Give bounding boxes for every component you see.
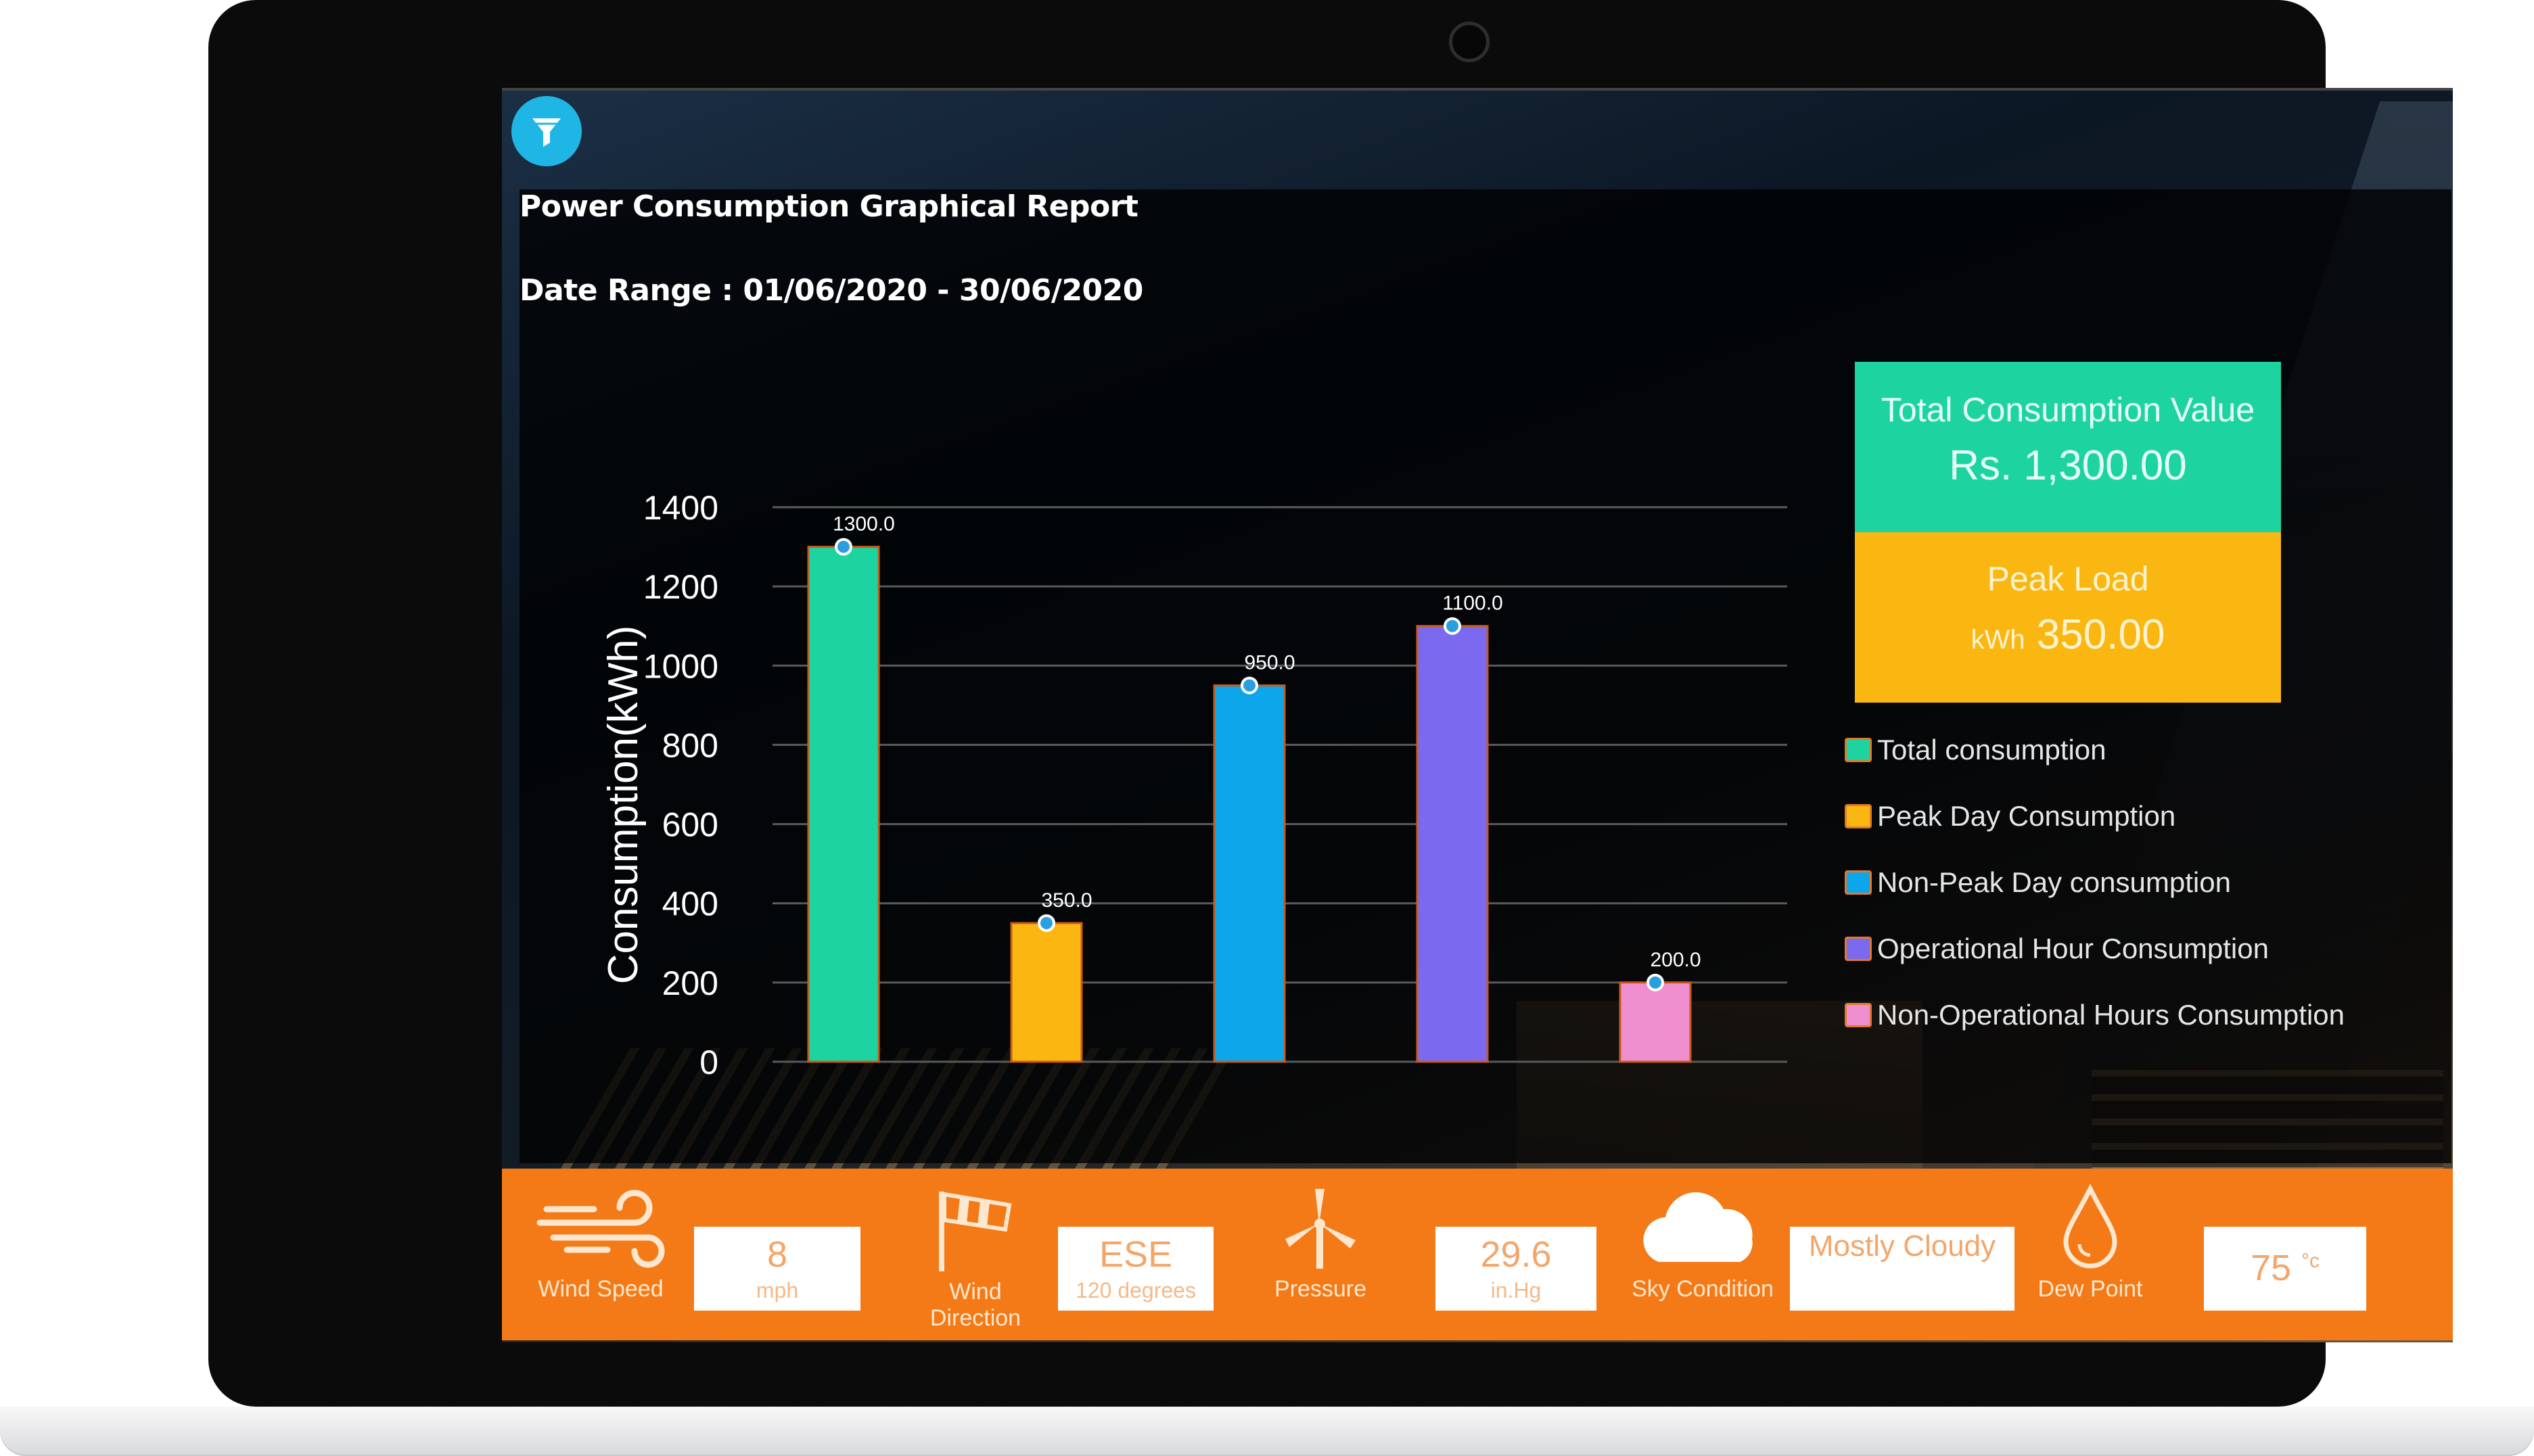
wind-icon — [536, 1190, 665, 1268]
y-tick-label: 200 — [662, 964, 718, 1002]
sky-condition-box: Mostly Cloudy — [1790, 1227, 2014, 1311]
dew-point-label: Dew Point — [2037, 1276, 2143, 1302]
bar — [1213, 684, 1286, 1063]
bar — [1010, 922, 1083, 1063]
data-label: 1300.0 — [833, 513, 895, 536]
y-tick-label: 0 — [699, 1043, 718, 1081]
pressure-group: Pressure — [1260, 1182, 1381, 1302]
bar — [1416, 625, 1489, 1063]
total-consumption-card: Total Consumption Value Rs. 1,300.00 — [1855, 362, 2281, 532]
total-consumption-label: Total Consumption Value — [1881, 391, 2255, 429]
peak-load-value: 350.00 — [2036, 611, 2165, 658]
wind-speed-box: 8 mph — [694, 1227, 860, 1311]
wind-speed-label: Wind Speed — [538, 1276, 664, 1302]
wind-speed-unit: mph — [756, 1278, 799, 1302]
peak-load-unit: kWh — [1971, 625, 2025, 655]
camera-icon — [1449, 22, 1490, 62]
wind-turbine-icon — [1285, 1189, 1356, 1269]
bar-point-marker — [1444, 617, 1461, 635]
legend-item: Non-Operational Hours Consumption — [1845, 982, 2345, 1048]
chart-legend: Total consumption Peak Day Consumption Non… — [1845, 717, 2345, 1048]
legend-label: Non-Peak Day consumption — [1877, 866, 2231, 898]
y-axis-label: Consumption(kWh) — [600, 626, 647, 985]
pressure-box: 29.6 in.Hg — [1435, 1227, 1596, 1311]
water-drop-icon — [2063, 1183, 2117, 1269]
consumption-bar-chart: 0 200 400 600 800 1000 1200 1400 Consumption(kWh… — [600, 489, 1787, 1081]
screen-top-border — [502, 88, 2453, 91]
report-title: Power Consumption Graphical Report — [520, 189, 1138, 224]
bar-point-marker — [1646, 973, 1664, 991]
wind-speed-group: Wind Speed — [533, 1182, 668, 1302]
wind-direction-group: Wind Direction — [908, 1185, 1043, 1332]
dew-point-group: Dew Point — [2029, 1182, 2151, 1302]
filter-button[interactable] — [511, 96, 582, 166]
data-label: 950.0 — [1244, 652, 1295, 674]
legend-label: Non-Operational Hours Consumption — [1877, 999, 2345, 1031]
dew-point-reading: 75 °c — [2204, 1227, 2366, 1289]
legend-swatch — [1845, 738, 1872, 762]
legend-label: Total consumption — [1877, 734, 2106, 766]
pressure-value: 29.6 — [1480, 1234, 1552, 1275]
bar — [1619, 981, 1692, 1063]
peak-load-value-row: kWh 350.00 — [1855, 611, 2281, 659]
y-tick-label: 1200 — [643, 568, 718, 606]
legend-swatch — [1845, 804, 1872, 828]
legend-swatch — [1845, 870, 1872, 895]
sky-condition-value: Mostly Cloudy — [1808, 1229, 1996, 1263]
wind-direction-label-2: Direction — [929, 1305, 1021, 1331]
pressure-unit: in.Hg — [1490, 1278, 1542, 1302]
wind-direction-box: ESE 120 degrees — [1058, 1227, 1214, 1311]
bar — [807, 546, 880, 1063]
y-tick-label: 600 — [662, 806, 718, 844]
wind-direction-value: ESE — [1099, 1234, 1173, 1275]
bar-point-marker — [1038, 914, 1055, 932]
dew-point-value: 75 — [2250, 1248, 2292, 1288]
peak-load-card: Peak Load kWh 350.00 — [1855, 532, 2281, 703]
wind-direction-unit: 120 degrees — [1076, 1278, 1196, 1302]
bar-point-marker — [1241, 676, 1258, 695]
wind-speed-value: 8 — [766, 1234, 788, 1275]
laptop-base — [0, 1407, 2534, 1456]
legend-swatch — [1845, 1003, 1872, 1027]
y-tick-label: 800 — [662, 726, 718, 764]
legend-item: Total consumption — [1845, 717, 2345, 783]
date-range: Date Range : 01/06/2020 - 30/06/2020 — [520, 273, 1143, 308]
bar-point-marker — [835, 538, 852, 556]
cloud-icon — [1643, 1192, 1753, 1262]
sky-condition-label: Sky Condition — [1632, 1276, 1774, 1302]
legend-swatch — [1845, 937, 1872, 961]
data-label: 1100.0 — [1442, 592, 1503, 615]
dashboard-screen: Power Consumption Graphical Report Date … — [502, 88, 2453, 1342]
data-label: 200.0 — [1650, 949, 1701, 971]
legend-item: Peak Day Consumption — [1845, 783, 2345, 849]
dew-point-unit: °c — [2301, 1250, 2320, 1272]
total-consumption-value: Rs. 1,300.00 — [1949, 442, 2187, 489]
sky-condition-group: Sky Condition — [1625, 1182, 1780, 1302]
windsock-icon — [939, 1192, 1012, 1271]
dew-point-box: 75 °c — [2204, 1227, 2366, 1311]
data-label: 350.0 — [1041, 889, 1092, 912]
y-tick-label: 1000 — [643, 647, 718, 685]
wind-direction-label: Wind — [949, 1279, 1002, 1305]
laptop-bezel: Power Consumption Graphical Report Date … — [208, 0, 2453, 1407]
legend-label: Peak Day Consumption — [1877, 800, 2176, 832]
legend-item: Operational Hour Consumption — [1845, 916, 2345, 982]
legend-item: Non-Peak Day consumption — [1845, 849, 2345, 916]
legend-label: Operational Hour Consumption — [1877, 933, 2269, 964]
y-tick-label: 1400 — [643, 489, 718, 527]
pressure-label: Pressure — [1274, 1276, 1367, 1302]
weather-bar: Wind Speed 8 mph Wind Direction ESE 120 … — [502, 1169, 2453, 1340]
y-tick-label: 400 — [662, 885, 718, 923]
peak-load-label: Peak Load — [1987, 560, 2149, 598]
filter-icon — [532, 118, 561, 147]
